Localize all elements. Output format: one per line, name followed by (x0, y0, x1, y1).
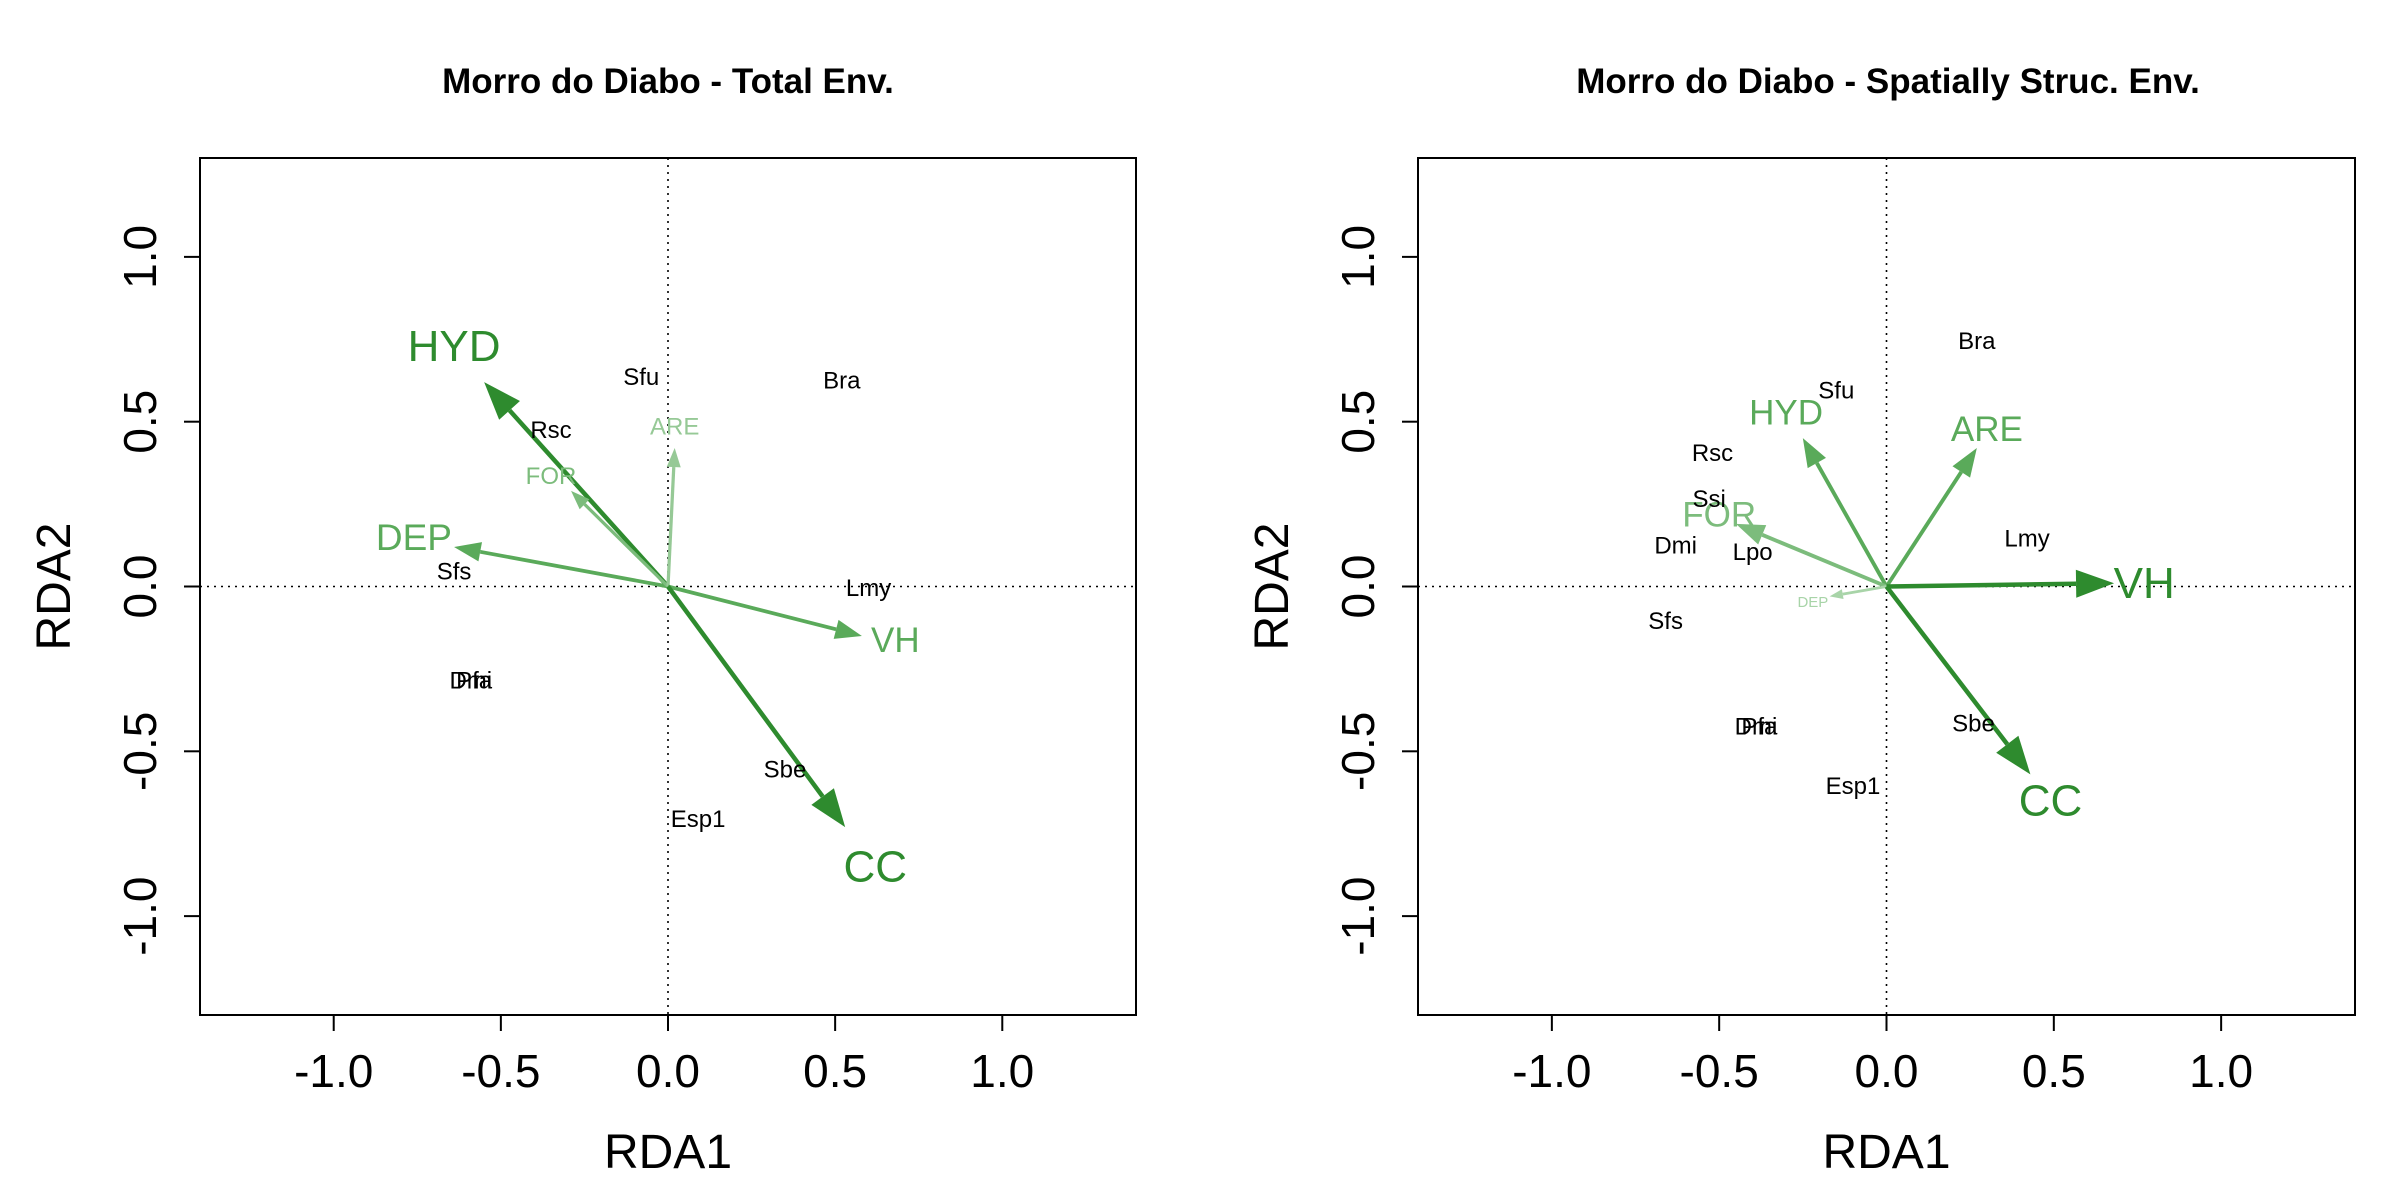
env-label-vh: VH (871, 621, 920, 660)
env-label-hyd: HYD (1749, 393, 1823, 432)
env-label-dep: DEP (1797, 594, 1828, 611)
x-tick-label: 0.0 (1855, 1045, 1919, 1097)
x-tick-label: -1.0 (1512, 1045, 1591, 1097)
env-arrowhead-vh (833, 619, 862, 639)
env-arrow-vh (667, 584, 837, 632)
species-label-dmi: Dmi (1654, 532, 1697, 559)
y-tick-label: 0.0 (114, 555, 166, 619)
y-tick-label: -1.0 (114, 876, 166, 955)
species-label-dmi: Dmi (1735, 714, 1778, 741)
x-axis-label: RDA1 (1822, 1126, 1950, 1179)
species-label-ssi: Ssi (1692, 486, 1725, 513)
species-label-dmi: Dmi (449, 667, 492, 694)
x-tick-label: -1.0 (294, 1045, 373, 1097)
env-label-vh: VH (2114, 559, 2175, 608)
env-arrowhead-for (1735, 523, 1767, 545)
species-label-sfs: Sfs (437, 559, 472, 586)
env-label-for: FOR (1682, 496, 1756, 535)
species-label-pfa: Pfa (456, 667, 493, 694)
y-tick-label: -1.0 (1332, 876, 1384, 955)
env-arrow-hyd (1815, 462, 1889, 588)
env-label-are: ARE (650, 414, 699, 441)
y-tick-label: 1.0 (114, 225, 166, 289)
env-arrow-are (1884, 470, 1963, 588)
y-tick-label: 1.0 (1332, 225, 1384, 289)
x-axis-label: RDA1 (604, 1126, 732, 1179)
env-arrow-dep (479, 549, 669, 589)
y-tick-label: 0.5 (114, 390, 166, 454)
species-label-esp1: Esp1 (1826, 773, 1881, 800)
env-label-dep: DEP (376, 517, 452, 558)
x-tick-label: 1.0 (970, 1045, 1034, 1097)
rda-panel-spatially-structured-env: Morro do Diabo - Spatially Struc. Env. -1… (1246, 62, 2356, 1179)
env-arrow-dep (1842, 585, 1887, 596)
species-label-sbe: Sbe (1952, 710, 1995, 737)
env-arrow-vh (1886, 581, 2077, 589)
rda-panel-total-env: Morro do Diabo - Total Env. -1.0 -0.5 0.0 0.… (28, 62, 1137, 1179)
x-tick-label: 0.0 (636, 1045, 700, 1097)
env-label-are: ARE (1951, 410, 2023, 449)
env-arrowhead-vh (2075, 569, 2115, 598)
species-label-bra: Bra (1958, 328, 1996, 355)
y-axis-label: RDA2 (28, 522, 81, 650)
species-label-bra: Bra (823, 367, 861, 394)
env-label-cc: CC (843, 843, 907, 892)
x-tick-label: 0.5 (2022, 1045, 2086, 1097)
env-arrow-for (583, 503, 670, 588)
species-label-esp1: Esp1 (671, 806, 726, 833)
env-arrowhead-cc (811, 788, 846, 828)
species-label-lmy: Lmy (846, 575, 891, 602)
y-tick-label: -0.5 (114, 712, 166, 791)
y-axis-label: RDA2 (1246, 522, 1299, 650)
y-tick-label: 0.5 (1332, 390, 1384, 454)
y-tick-label: -0.5 (1332, 712, 1384, 791)
env-arrowhead-are (1952, 448, 1977, 478)
species-label-sfu: Sfu (1818, 377, 1854, 404)
species-label-sbe: Sbe (764, 756, 807, 783)
x-tick-label: 0.5 (803, 1045, 867, 1097)
env-arrowhead-hyd (1802, 438, 1826, 469)
species-label-rsc: Rsc (530, 417, 571, 444)
x-tick-label: 1.0 (2189, 1045, 2253, 1097)
env-label-cc: CC (2019, 777, 2083, 826)
chart-title: Morro do Diabo - Spatially Struc. Env. (1576, 62, 2200, 101)
chart-title: Morro do Diabo - Total Env. (442, 62, 894, 101)
env-arrowhead-hyd (484, 382, 520, 420)
species-label-sfs: Sfs (1648, 608, 1683, 635)
env-arrow-cc (1884, 585, 2010, 746)
env-arrowhead-for (571, 490, 590, 510)
x-tick-label: -0.5 (1680, 1045, 1759, 1097)
species-label-lpo: Lpo (1733, 539, 1773, 566)
species-label-sfu: Sfu (623, 364, 659, 391)
env-label-hyd: HYD (408, 322, 501, 371)
y-tick-label: 0.0 (1332, 555, 1384, 619)
species-label-pfa: Pfa (1741, 714, 1778, 741)
species-label-rsc: Rsc (1692, 440, 1733, 467)
env-label-for: FOR (526, 463, 577, 490)
x-tick-label: -0.5 (461, 1045, 540, 1097)
species-label-lmy: Lmy (2004, 526, 2049, 553)
env-arrowhead-dep (1829, 589, 1844, 599)
env-arrow-hyd (507, 408, 670, 589)
env-arrowhead-cc (1996, 735, 2031, 775)
env-arrowhead-dep (454, 542, 482, 562)
env-arrowhead-are (666, 448, 681, 468)
env-arrow-for (1761, 533, 1888, 589)
env-arrow-are (666, 466, 676, 587)
env-arrow-cc (666, 585, 825, 798)
